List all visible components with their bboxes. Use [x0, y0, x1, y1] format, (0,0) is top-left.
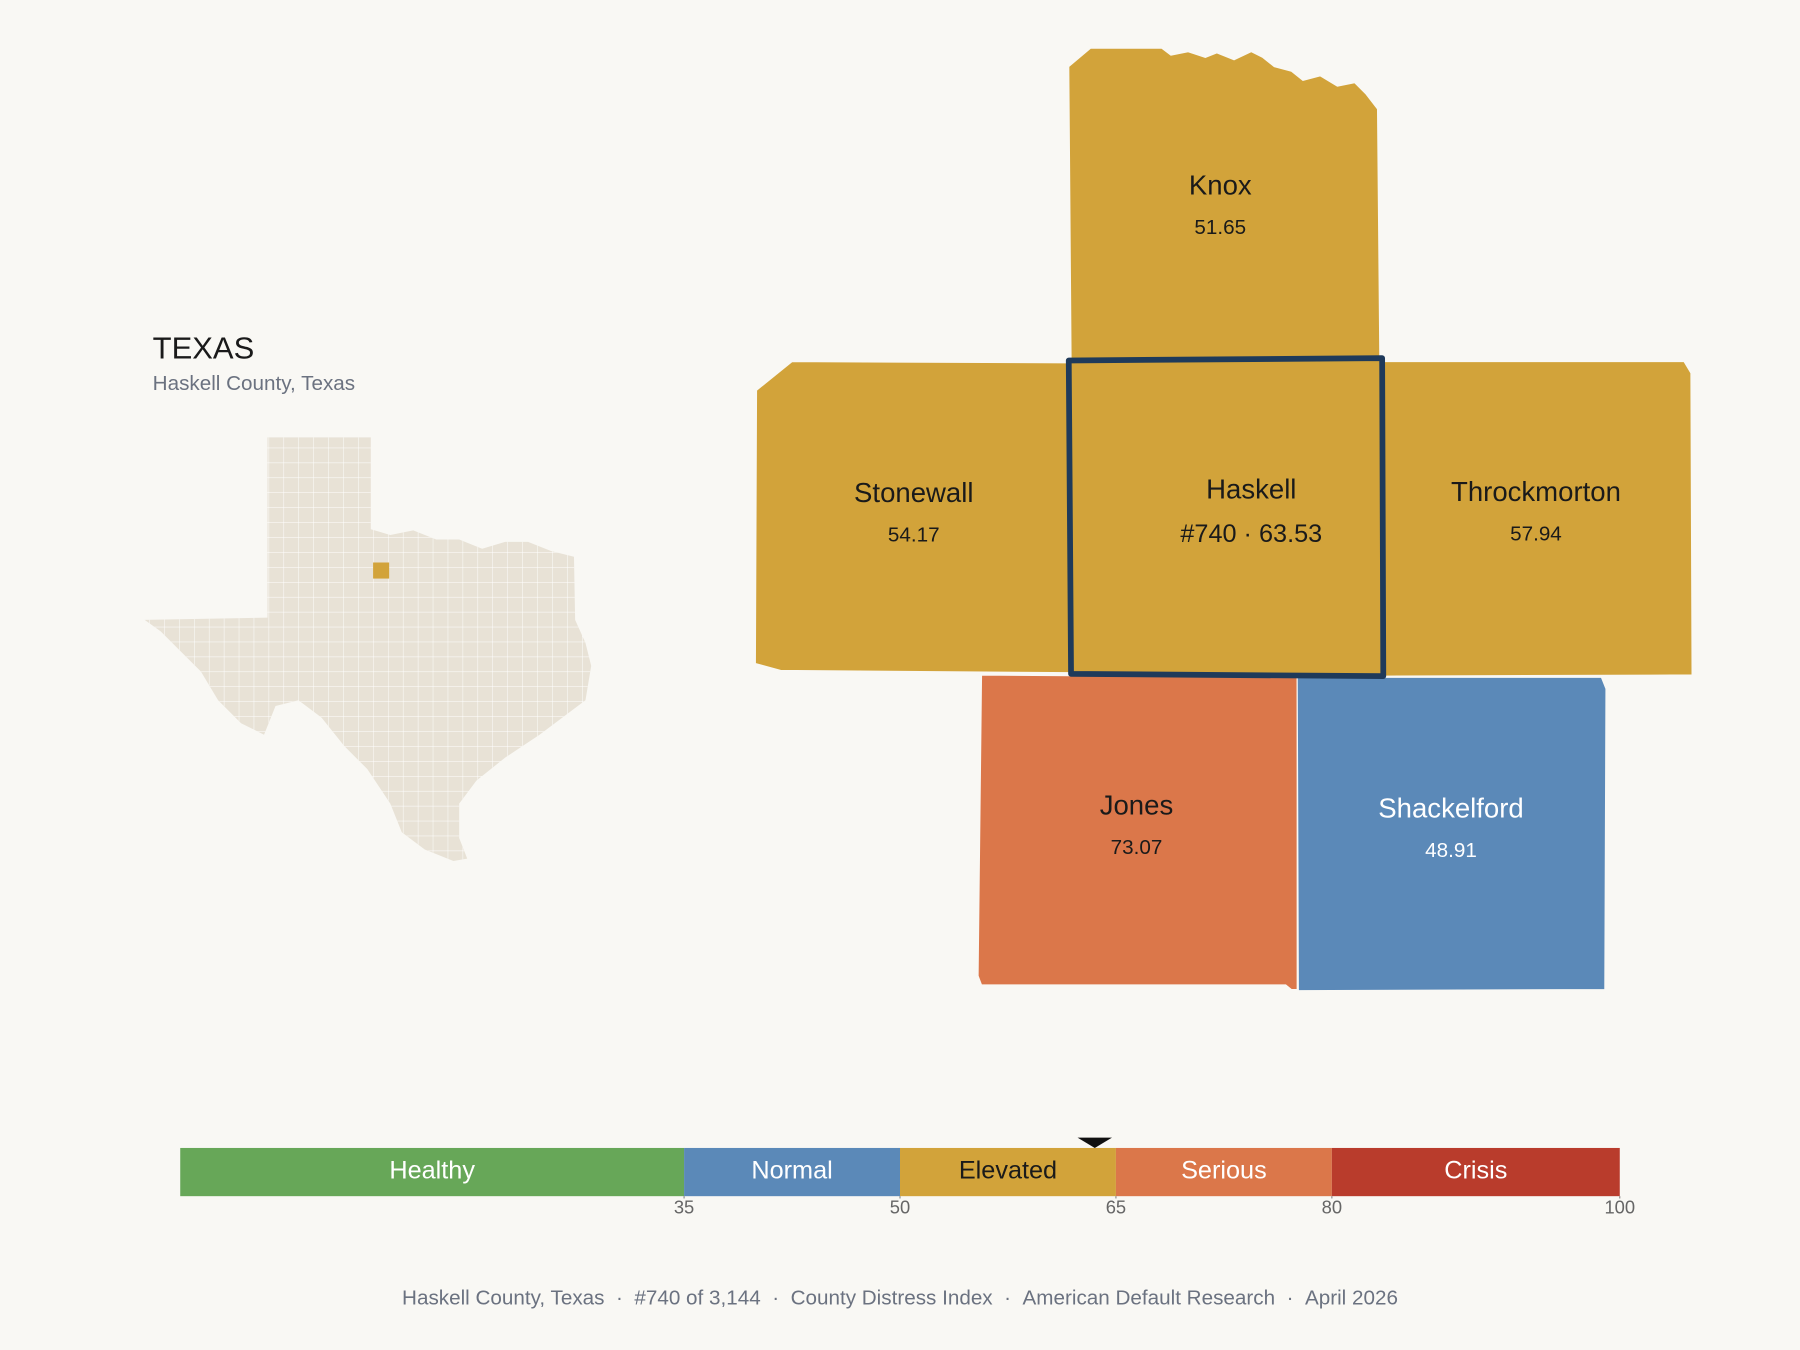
county-value: 48.91 — [1425, 839, 1477, 862]
county — [754, 361, 1071, 674]
county-value: 73.07 — [1111, 836, 1163, 859]
county-value: 51.65 — [1194, 216, 1246, 239]
scale-label: Normal — [751, 1157, 832, 1185]
footer-item: County Distress Index — [791, 1287, 994, 1310]
scale-segment — [900, 1147, 1116, 1197]
separator: · — [1244, 520, 1252, 548]
footer: Haskell County, Texas · #740 of 3,144 · … — [402, 1287, 1398, 1310]
scale-label: Crisis — [1444, 1157, 1507, 1185]
score-marker — [1077, 1137, 1112, 1148]
county-value: #740 · 63.53 — [1180, 520, 1322, 548]
county-name: Jones — [1100, 789, 1174, 820]
selected-county-locator — [373, 562, 390, 579]
footer-item: American Default Research — [1023, 1287, 1276, 1310]
scale-label: Serious — [1181, 1157, 1267, 1185]
county-name: Stonewall — [854, 477, 973, 508]
scale-segment — [1331, 1147, 1620, 1197]
state-map — [144, 437, 592, 861]
county-rank: #740 — [1180, 520, 1236, 548]
tick-label: 65 — [1106, 1197, 1126, 1218]
scale-segment — [684, 1147, 900, 1197]
county-grid — [144, 437, 592, 861]
subtitle: Haskell County, Texas — [153, 372, 355, 395]
tick-label: 35 — [674, 1197, 694, 1218]
footer-item: April 2026 — [1305, 1287, 1398, 1310]
tick-label: 100 — [1604, 1197, 1635, 1218]
county — [1381, 361, 1693, 677]
tick-label: 80 — [1322, 1197, 1342, 1218]
scale-label: Healthy — [389, 1157, 475, 1185]
county — [1296, 676, 1607, 992]
tick-label: 50 — [890, 1197, 910, 1218]
separator: · — [772, 1287, 779, 1310]
county-name: Haskell — [1206, 474, 1296, 505]
county-name: Knox — [1189, 169, 1252, 200]
county-value: 57.94 — [1510, 522, 1562, 545]
scale-label: Elevated — [959, 1157, 1057, 1185]
county — [977, 674, 1298, 991]
scale-segment — [180, 1147, 685, 1197]
county-value: 54.17 — [888, 524, 940, 547]
county — [1068, 47, 1381, 360]
separator: · — [1287, 1287, 1294, 1310]
county — [1068, 357, 1384, 677]
separator: · — [1004, 1287, 1011, 1310]
county-score: 63.53 — [1259, 520, 1322, 548]
separator: · — [616, 1287, 623, 1310]
selected-outline — [1065, 355, 1387, 680]
county-name: Shackelford — [1378, 793, 1523, 824]
footer-item: #740 of 3,144 — [634, 1287, 760, 1310]
state-title: TEXAS — [153, 330, 255, 365]
footer-item: Haskell County, Texas — [402, 1287, 604, 1310]
county-name: Throckmorton — [1451, 476, 1621, 507]
scale-segment — [1115, 1147, 1332, 1197]
